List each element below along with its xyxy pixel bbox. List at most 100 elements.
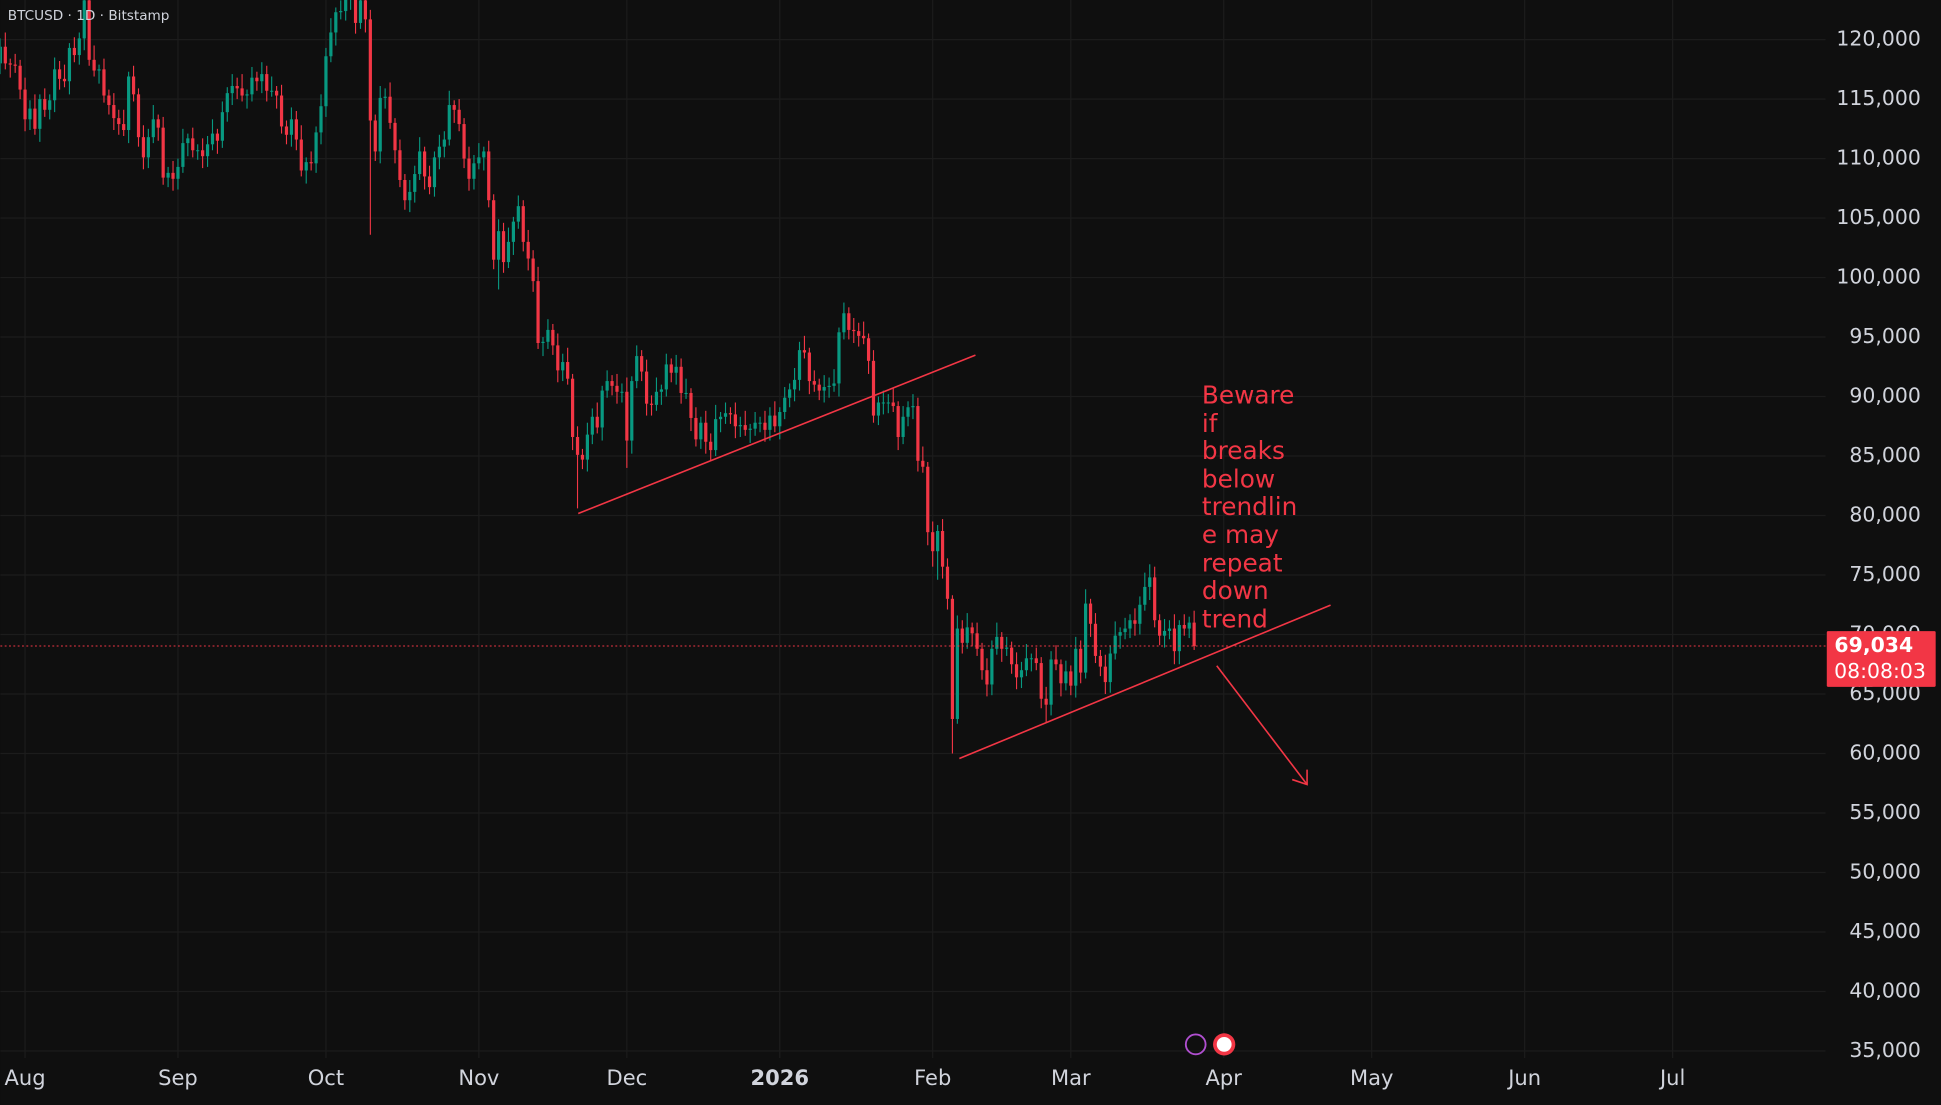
y-tick-label: 115,000 [1836, 86, 1920, 110]
candle-body [797, 350, 802, 380]
candle-body [23, 89, 27, 120]
candle-body [28, 108, 32, 120]
candle-body [733, 414, 737, 427]
candle-body [1093, 623, 1098, 656]
candle-body [260, 74, 264, 82]
candle-body [1088, 603, 1093, 624]
candle-body [955, 628, 959, 719]
candle-body [506, 241, 511, 263]
candle-body [477, 157, 481, 164]
candle-body [1148, 577, 1152, 587]
y-tick-label: 95,000 [1849, 324, 1920, 348]
candle-body [605, 381, 609, 391]
x-tick-label: Aug [5, 1065, 46, 1090]
candle-body [53, 69, 57, 101]
candle-body [1044, 698, 1048, 705]
y-tick-label: 60,000 [1849, 740, 1920, 764]
candle-body [181, 143, 185, 167]
candle-body [566, 362, 570, 379]
candle-body [33, 108, 37, 129]
candle-body [3, 46, 7, 64]
candle-body [62, 78, 67, 82]
candle-body [18, 65, 22, 90]
candle-body [1128, 620, 1132, 629]
candle-body [866, 338, 871, 361]
candle-body [383, 96, 387, 98]
candle-body [1054, 659, 1058, 665]
candle-body [664, 364, 668, 390]
last-price-box [1826, 631, 1936, 687]
candle-body [279, 95, 284, 127]
candle-body [965, 627, 969, 643]
axes: 35,000 40,000 45,000 50,000 55,000 60,000 65,0… [5, 27, 1921, 1090]
candle-body [551, 329, 555, 346]
candle-body [546, 329, 550, 342]
x-tick-label: Jul [1658, 1065, 1685, 1090]
x-tick-label: Feb [914, 1065, 951, 1090]
trendline [577, 354, 976, 515]
candle-body [615, 385, 619, 392]
candle-body [1079, 648, 1083, 673]
candle-body [378, 97, 382, 152]
candle-body [842, 313, 846, 333]
candle-body [102, 69, 106, 96]
candle-body [659, 389, 663, 392]
candle-body [847, 313, 851, 330]
candle-body [600, 390, 604, 428]
event-icon[interactable] [1184, 1033, 1207, 1056]
candle-body [388, 96, 392, 123]
y-tick-label: 35,000 [1849, 1038, 1920, 1062]
candle-body [531, 258, 535, 282]
candle-body [783, 397, 787, 413]
candle-body [674, 366, 678, 373]
candle-body [679, 366, 683, 393]
candle-body [146, 137, 150, 158]
candle-body [990, 648, 994, 685]
candle-body [876, 402, 881, 416]
y-tick-label: 100,000 [1836, 265, 1920, 289]
candle-body [270, 90, 274, 92]
trendline [959, 604, 1331, 760]
candle-body [496, 231, 501, 260]
candle-body [457, 109, 461, 125]
candle-body [230, 85, 234, 94]
candle-body [161, 127, 165, 178]
candle-body [871, 360, 876, 416]
candle-body [191, 138, 195, 151]
candle-body [92, 59, 96, 71]
candle-body [950, 598, 955, 719]
candle-body [339, 11, 343, 13]
x-tick-label: Mar [1051, 1065, 1091, 1090]
candle-body [802, 350, 807, 353]
candle-body [536, 281, 540, 343]
candle-body [1158, 620, 1162, 636]
arrow [1216, 665, 1308, 785]
candle-body [329, 32, 333, 57]
x-tick-label: Sep [158, 1065, 198, 1090]
candle-body [595, 416, 599, 428]
candle-body [625, 391, 629, 441]
candle-body [704, 422, 708, 442]
candle-body [492, 200, 496, 260]
candle-body [807, 352, 811, 382]
candle-body [418, 151, 422, 175]
candle-body [857, 331, 861, 336]
candle-body [1034, 658, 1038, 664]
candles [0, 0, 1196, 754]
candle-body [413, 174, 417, 192]
candle-body [748, 428, 752, 430]
candle-body [1172, 628, 1177, 652]
candle-body [299, 139, 303, 171]
x-tick-label: May [1350, 1065, 1393, 1090]
candle-body [166, 172, 170, 178]
candle-body [1029, 658, 1033, 660]
candle-body [561, 362, 565, 371]
candle-body [240, 88, 244, 96]
x-tick-label: Nov [458, 1065, 499, 1090]
y-tick-label: 45,000 [1849, 919, 1920, 943]
candle-body [891, 402, 895, 407]
candle-body [205, 144, 210, 157]
y-tick-label: 85,000 [1849, 443, 1920, 467]
candle-body [432, 157, 437, 188]
